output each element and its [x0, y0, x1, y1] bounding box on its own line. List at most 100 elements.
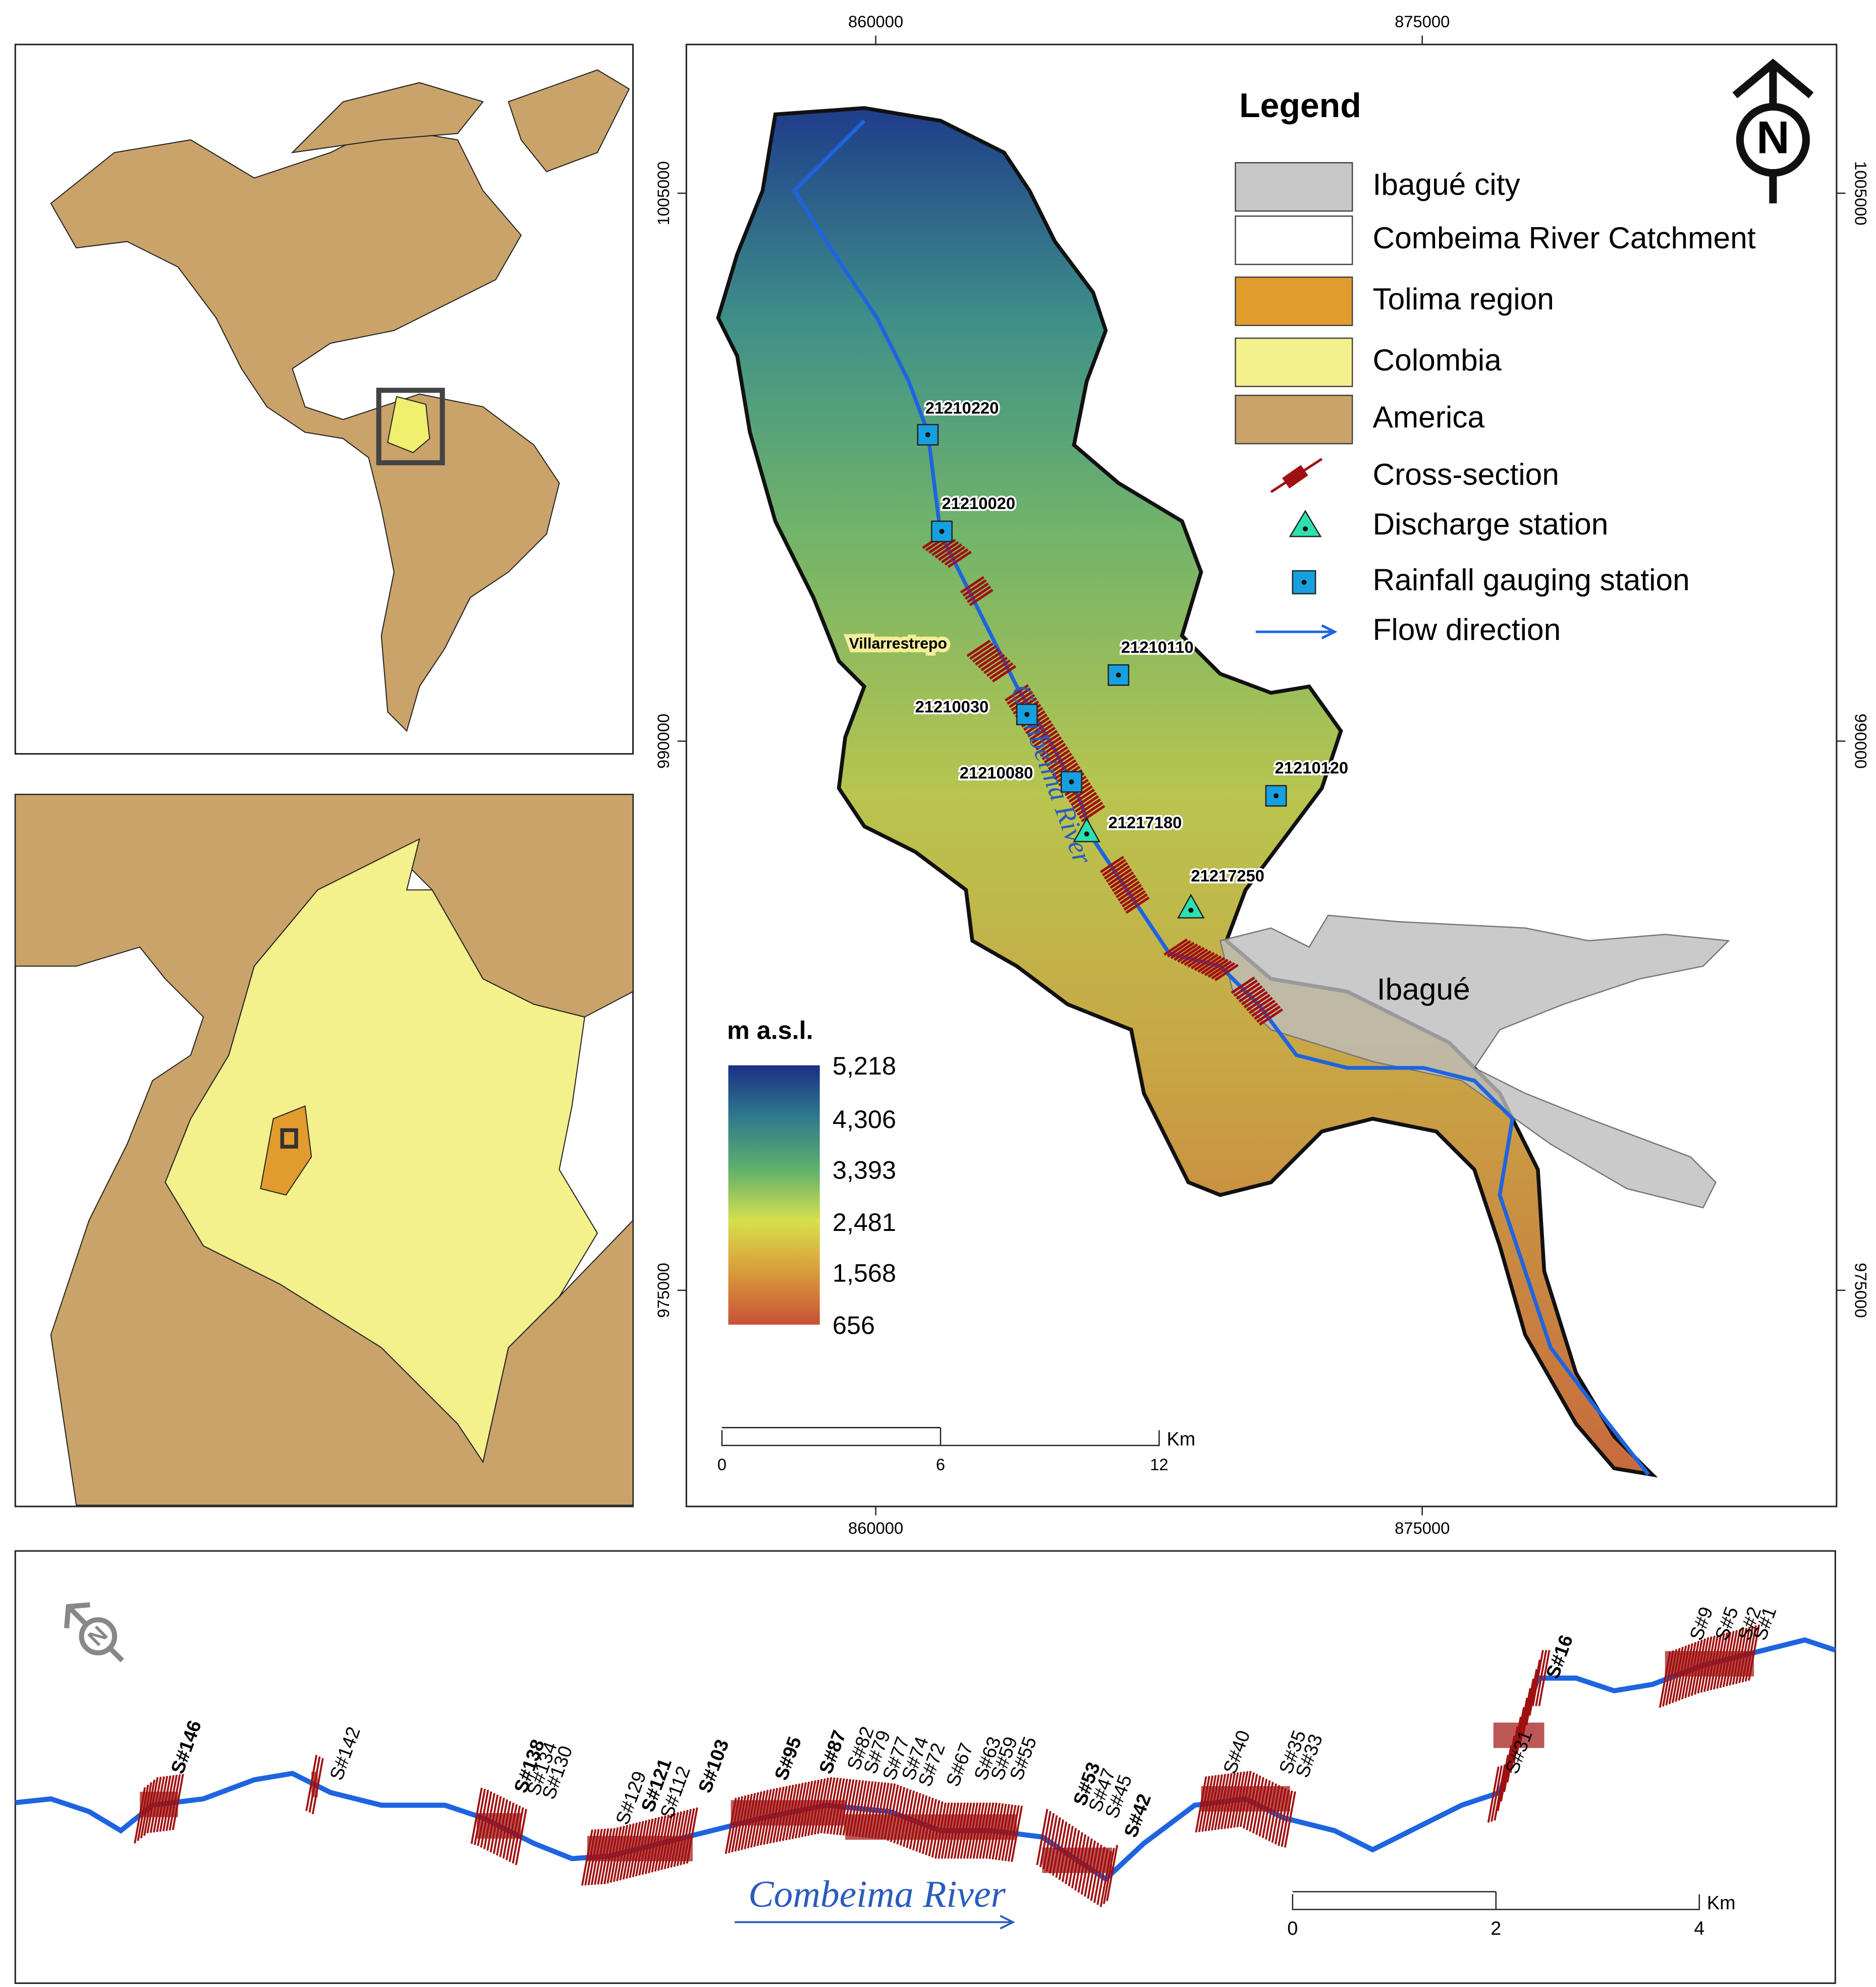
americas-land	[50, 69, 630, 732]
station-label: 21210080	[960, 764, 1033, 782]
y-coord: 1005000	[654, 161, 673, 225]
scale-label: 0	[1287, 1918, 1298, 1940]
scale-label: 4	[1694, 1918, 1704, 1940]
cross-section-label: S#103	[694, 1737, 733, 1796]
location-box	[376, 388, 445, 465]
cross-section	[1029, 723, 1054, 741]
cross-section	[1167, 940, 1191, 958]
cross-section	[975, 648, 1000, 666]
profile-river-label: Combeima River	[748, 1873, 1006, 1915]
cross-section	[1077, 798, 1101, 816]
x-coord: 875000	[1395, 12, 1450, 31]
village-label: Villarrestrepo	[849, 635, 947, 652]
y-coord: 1005000	[1852, 161, 1870, 225]
flow-arrow	[734, 1915, 1015, 1929]
cross-section	[1231, 976, 1255, 994]
cross-section	[1106, 865, 1130, 883]
cross-section	[1108, 868, 1132, 886]
cross-section	[944, 548, 969, 566]
cross-section	[1047, 753, 1073, 770]
legend-swatch	[1255, 624, 1338, 639]
legend-swatch	[1235, 276, 1353, 327]
cross-section	[1243, 991, 1268, 1008]
legend-label: Rainfall gauging station	[1372, 563, 1689, 597]
river	[792, 119, 1650, 1476]
cross-section	[960, 576, 985, 594]
cross-section	[1214, 963, 1239, 982]
station-dot	[1116, 672, 1121, 678]
cross-section	[1236, 982, 1260, 1000]
colorbar-ticks: 5,218 4,306 3,393 2,481 1,568 656	[833, 1051, 896, 1339]
cross-section	[1123, 893, 1148, 911]
cross-section	[839, 1779, 852, 1836]
station-label: 21210110	[1121, 637, 1194, 656]
legend-swatch	[1301, 579, 1307, 585]
cross-section-band	[731, 1800, 846, 1826]
profile-scale-bar	[1292, 1891, 1700, 1910]
cross-section	[1211, 962, 1236, 980]
cross-section-label: S#87	[815, 1728, 851, 1777]
cross-section	[1204, 958, 1229, 977]
station-label: 21210030	[915, 697, 989, 716]
legend-label: Tolima region	[1372, 282, 1554, 316]
cross-section	[1251, 999, 1276, 1017]
scale-unit: Km	[1707, 1893, 1736, 1914]
station-label: 21217180	[1109, 813, 1182, 832]
cross-section	[966, 639, 991, 657]
scale-bar	[721, 1427, 1160, 1446]
scale-label: 6	[936, 1455, 945, 1474]
profile-panel	[14, 1550, 1836, 1984]
station-dot	[1069, 779, 1074, 785]
discharge-station	[1177, 893, 1205, 919]
station-label: 21210220	[925, 399, 999, 417]
cross-section	[1101, 858, 1127, 877]
cross-section	[842, 1779, 855, 1836]
x-coord: 860000	[848, 12, 903, 31]
north-arrow	[1732, 59, 1814, 204]
cross-section	[983, 657, 1008, 674]
cross-section	[1177, 945, 1201, 963]
cross-section-label: S#40	[1220, 1728, 1255, 1777]
cross-section	[1187, 950, 1212, 968]
y-coord: 975000	[654, 1263, 673, 1318]
cross-section	[1025, 717, 1050, 734]
station-dot	[1273, 793, 1279, 798]
legend-label: Flow direction	[1372, 612, 1561, 647]
cross-section-label: S#146	[167, 1717, 206, 1777]
cross-section	[1031, 726, 1056, 744]
cross-section	[1037, 736, 1062, 754]
cross-section	[941, 546, 966, 564]
station-label: 21210120	[1275, 759, 1349, 777]
stations: 21210220 21210020 21210110 21210030 21210080…	[913, 397, 1350, 919]
cross-section	[1011, 693, 1035, 712]
cross-section-band	[1493, 1723, 1544, 1748]
cross-section	[1039, 1811, 1052, 1867]
cross-section	[967, 585, 991, 603]
cross-section	[1068, 785, 1093, 803]
cross-section-label: S#142	[326, 1724, 365, 1783]
cross-section	[1528, 1659, 1541, 1716]
cross-section	[1174, 943, 1198, 961]
cross-section-label: S#95	[771, 1734, 806, 1783]
rain-station	[1265, 785, 1287, 807]
legend-label: Colombia	[1372, 343, 1502, 377]
cross-section	[1036, 1809, 1049, 1865]
cross-section-band	[1665, 1651, 1754, 1677]
scale-unit: Km	[1167, 1429, 1195, 1450]
cross-section	[1119, 887, 1144, 905]
cross-section-band	[587, 1836, 693, 1861]
cross-section	[1110, 871, 1134, 889]
colorbar-tick: 3,393	[833, 1156, 896, 1185]
cross-section	[1116, 881, 1140, 898]
cross-section	[1170, 942, 1195, 959]
legend-swatch	[1235, 162, 1353, 212]
cross-section	[972, 645, 997, 663]
cross-section	[1281, 1790, 1293, 1847]
cross-section	[1190, 952, 1215, 970]
colorbar-tick: 1,568	[833, 1259, 896, 1287]
ibague-city	[1219, 915, 1730, 1209]
station-dot	[1188, 907, 1194, 913]
cross-section	[1079, 801, 1103, 819]
station-dot	[939, 528, 945, 534]
cross-section-label: S#9	[1686, 1604, 1717, 1643]
